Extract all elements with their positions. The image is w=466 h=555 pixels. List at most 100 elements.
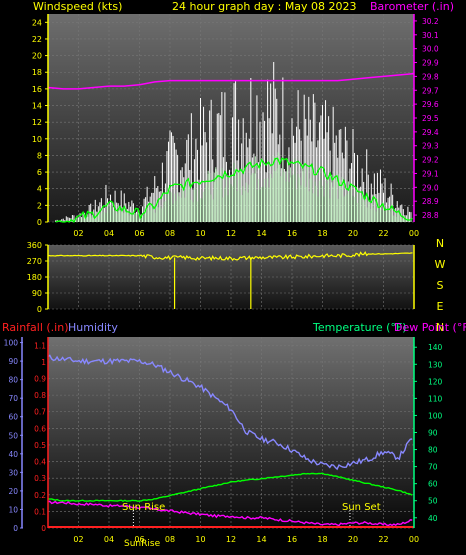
temperature-tick-label: 70 (428, 463, 438, 472)
temp-x-tick-label: 18 (317, 535, 327, 544)
wind-tick-label: 6 (37, 168, 42, 177)
humidity-tick-label: 10 (8, 505, 18, 514)
wind-x-tick-label: 06 (134, 229, 144, 238)
wind-x-tick-label: 20 (348, 229, 358, 238)
dewpoint-line (47, 500, 413, 527)
temp-x-tick-label: 20 (348, 535, 358, 544)
rain-tick-label: 0.1 (34, 507, 46, 516)
barometer-tick-label: 29.1 (422, 169, 439, 178)
humidity-tick-label: 90 (8, 357, 18, 366)
compass-label: N (436, 321, 444, 334)
rain-tick-label: 0.5 (34, 441, 46, 450)
barometer-tick-label: 29.9 (422, 59, 439, 68)
temperature-tick-label: 100 (428, 411, 443, 420)
temperature-line (47, 472, 413, 502)
rain-tick-label: 1 (41, 358, 46, 367)
humidity-tick-label: 40 (8, 450, 18, 459)
barometer-line (47, 72, 415, 90)
temperature-tick-label: 140 (428, 343, 443, 352)
humidity-tick-label: 70 (8, 394, 18, 403)
rain-tick-label: 1.1 (34, 341, 46, 350)
barometer-header-label: Barometer (.in) (370, 0, 454, 13)
direction-tick-label: 180 (27, 273, 42, 282)
temp-x-tick-label: 08 (165, 535, 175, 544)
humidity-tick-label: 50 (8, 431, 18, 440)
wind-tick-label: 24 (32, 18, 42, 27)
temp-x-tick-label: 00 (409, 535, 419, 544)
barometer-tick-label: 29.0 (422, 183, 439, 192)
humidity-tick-label: 100 (4, 339, 19, 348)
temp-x-tick-label: 02 (73, 535, 83, 544)
wind-tick-label: 10 (32, 135, 42, 144)
rain-tick-label: 0.4 (34, 458, 46, 467)
wind-tick-label: 0 (37, 218, 42, 227)
wind-x-tick-label: 02 (73, 229, 83, 238)
wind-x-tick-label: 14 (256, 229, 266, 238)
humidity-tick-label: 80 (8, 376, 18, 385)
wind-tick-label: 2 (37, 201, 42, 210)
graph-title: 24 hour graph day : May 08 2023 (172, 0, 357, 13)
barometer-tick-label: 30.0 (422, 45, 439, 54)
wind-tick-label: 20 (32, 52, 42, 61)
wind-x-tick-label: 10 (195, 229, 205, 238)
barometer-tick-label: 30.2 (422, 17, 439, 26)
wind-header-label: Windspeed (kts) (33, 0, 122, 13)
temp-x-tick-label: 04 (104, 535, 114, 544)
rain-tick-label: 0.7 (34, 408, 46, 417)
sunrise-bottom-label: SunRise (124, 539, 161, 549)
wind-tick-label: 8 (37, 151, 42, 160)
humidity-tick-label: 60 (8, 413, 18, 422)
humidity-tick-label: 20 (8, 487, 18, 496)
compass-label: W (435, 258, 446, 271)
wind-x-tick-label: 12 (226, 229, 236, 238)
rainfall-header-label: Rainfall (.in) (2, 321, 69, 334)
wind-average-line (55, 157, 413, 224)
humidity-tick-label: 0 (13, 524, 18, 533)
wind-tick-label: 4 (37, 185, 42, 194)
rain-tick-label: 0.3 (34, 474, 46, 483)
wind-x-tick-label: 04 (104, 229, 114, 238)
sun-set-label: Sun Set (342, 502, 381, 513)
direction-tick-label: 0 (37, 305, 42, 314)
rain-tick-label: 0.2 (34, 491, 46, 500)
compass-label: N (436, 237, 444, 250)
temp-x-tick-label: 16 (287, 535, 297, 544)
temperature-tick-label: 80 (428, 446, 438, 455)
barometer-tick-label: 28.8 (422, 211, 439, 220)
temp-x-tick-label: 12 (226, 535, 236, 544)
temperature-tick-label: 50 (428, 497, 438, 506)
wind-x-tick-label: 22 (378, 229, 388, 238)
temp-x-tick-label: 06 (134, 535, 144, 544)
rain-tick-label: 0 (41, 524, 46, 533)
temperature-tick-label: 120 (428, 377, 443, 386)
wind-x-tick-label: 08 (165, 229, 175, 238)
wind-tick-label: 18 (32, 68, 42, 77)
wind-tick-label: 22 (32, 35, 42, 44)
temp-x-tick-label: 14 (256, 535, 266, 544)
wind-x-tick-label: 18 (317, 229, 327, 238)
temperature-tick-label: 60 (428, 480, 438, 489)
barometer-tick-label: 30.1 (422, 31, 439, 40)
direction-tick-label: 270 (27, 257, 42, 266)
barometer-tick-label: 29.3 (422, 142, 439, 151)
barometer-tick-label: 28.9 (422, 197, 439, 206)
barometer-tick-label: 29.2 (422, 156, 439, 165)
barometer-tick-label: 29.8 (422, 72, 439, 81)
temperature-tick-label: 90 (428, 429, 438, 438)
sun-rise-label: Sun Rise (122, 502, 165, 513)
humidity-line (47, 354, 413, 471)
wind-tick-label: 14 (32, 102, 42, 111)
temperature-tick-label: 130 (428, 360, 443, 369)
temperature-tick-label: 110 (428, 394, 443, 403)
temperature-tick-label: 40 (428, 514, 438, 523)
barometer-tick-label: 29.4 (422, 128, 439, 137)
humidity-header-label: Humidity (68, 321, 118, 334)
direction-tick-label: 90 (32, 289, 42, 298)
humidity-tick-label: 30 (8, 468, 18, 477)
wind-x-tick-label: 16 (287, 229, 297, 238)
temp-x-tick-label: 10 (195, 535, 205, 544)
rain-tick-label: 0.8 (34, 391, 46, 400)
rain-tick-label: 0.9 (34, 375, 46, 384)
